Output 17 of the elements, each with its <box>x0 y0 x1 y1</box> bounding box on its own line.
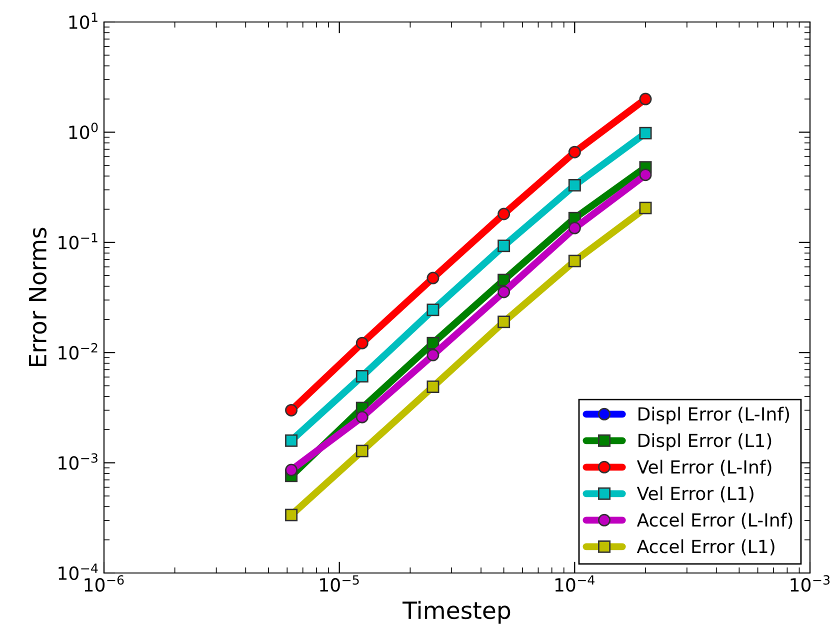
x-tick-label: 10$^{−5}$ <box>320 575 359 592</box>
x-tick-label: 10$^{−3}$ <box>790 575 830 592</box>
x-tick-label: 10$^{−4}$ <box>555 575 595 592</box>
legend-label: Vel Error (L-Inf) <box>636 460 772 476</box>
legend-label: Vel Error (L1) <box>636 486 754 502</box>
legend-label: Displ Error (L1) <box>638 433 772 451</box>
y-tick-label: 10$^{1}$ <box>69 12 98 29</box>
y-axis-title: Error Norms <box>29 228 47 366</box>
y-tick-label: 10$^{−3}$ <box>58 453 98 470</box>
y-tick-label: 10$^{0}$ <box>69 122 98 140</box>
x-axis-title: Timestep <box>402 600 510 624</box>
x-tick-label: 10$^{−6}$ <box>84 575 124 592</box>
y-tick-label: 10$^{−2}$ <box>58 343 98 360</box>
legend-label: Displ Error (L-Inf) <box>638 406 789 424</box>
y-tick-label: 10$^{−1}$ <box>58 233 98 250</box>
legend-label: Accel Error (L1) <box>636 539 774 556</box>
legend-label: Accel Error (L-Inf) <box>636 512 792 529</box>
